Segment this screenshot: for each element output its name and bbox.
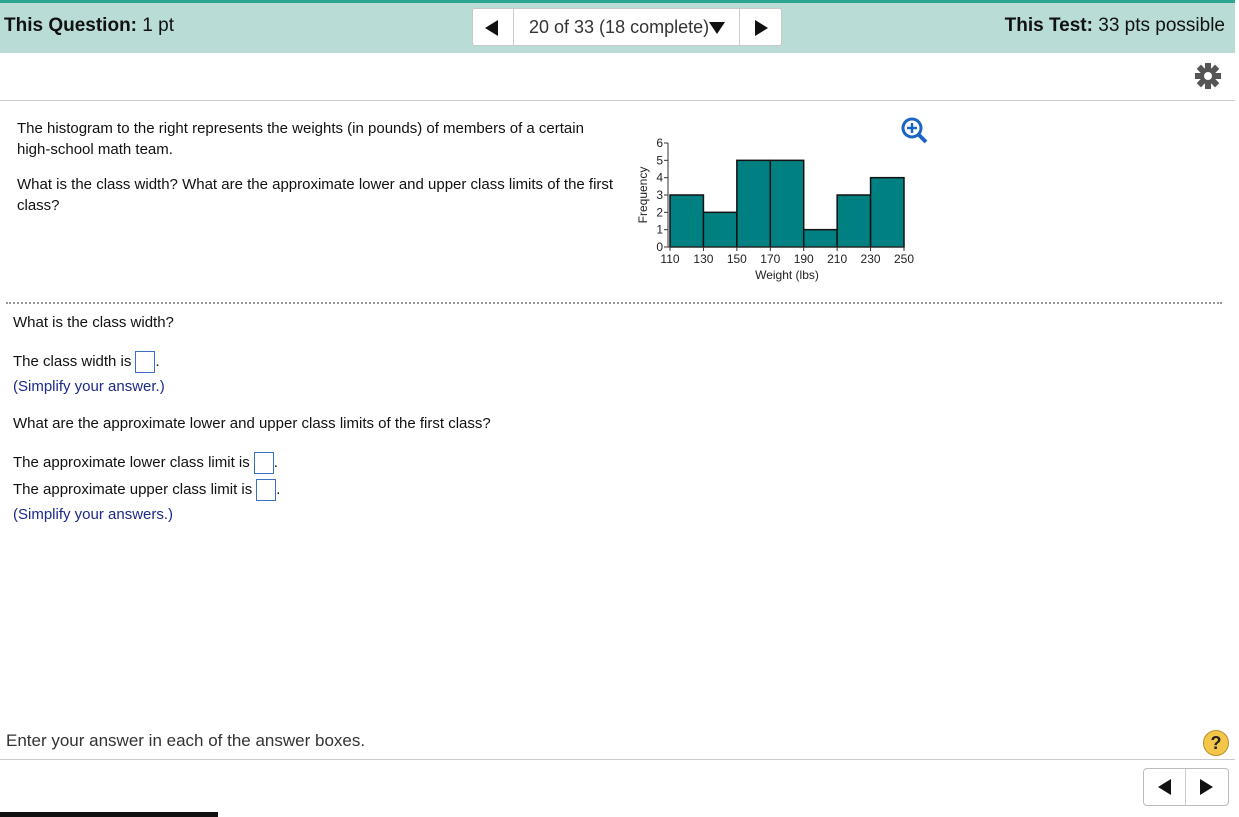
- footer-nav: [1143, 768, 1229, 806]
- answer-line: The approximate upper class limit is.: [13, 479, 281, 502]
- part-question: What is the class width?: [13, 314, 174, 331]
- dotted-divider: [6, 302, 1222, 304]
- settings-gear[interactable]: [1194, 62, 1222, 90]
- answer-box[interactable]: [135, 351, 156, 374]
- y-tick-label: 4: [656, 171, 663, 185]
- zoom-icon[interactable]: [900, 116, 930, 146]
- answer-box[interactable]: [256, 479, 277, 502]
- hint: (Simplify your answer.): [13, 378, 165, 395]
- x-tick-label: 110: [660, 252, 679, 266]
- prompt: What is the class width? What are the ap…: [17, 176, 614, 214]
- points: 33 pts possible: [1098, 15, 1225, 36]
- x-tick-label: 210: [827, 252, 847, 266]
- help-button[interactable]: ?: [1202, 729, 1230, 757]
- test-points: This Test: 33 pts possible: [1005, 15, 1225, 37]
- x-tick-label: 250: [894, 252, 914, 266]
- answer-box[interactable]: [253, 452, 274, 475]
- x-tick-label: 150: [727, 252, 747, 266]
- next-question[interactable]: [755, 20, 769, 36]
- intro: The histogram to the right represents th…: [17, 120, 584, 158]
- answer-label: The approximate lower class limit is: [13, 454, 250, 471]
- punct: .: [155, 353, 160, 370]
- y-axis-label: Frequency: [636, 167, 650, 224]
- question-points: This Question: 1 pt: [4, 15, 174, 37]
- x-tick-label: 170: [760, 252, 780, 266]
- answer-line: The approximate lower class limit is.: [13, 452, 278, 475]
- histogram: 0 1 2 3 4 5 6 110 130 150 170 190 210 230 250 Weight (l…: [636, 136, 914, 282]
- bar: [869, 176, 905, 248]
- x-tick-label: 190: [794, 252, 814, 266]
- y-tick-label: 6: [656, 136, 663, 150]
- punct: .: [273, 454, 278, 471]
- divider: [0, 759, 1235, 760]
- y-tick-label: 3: [656, 188, 663, 202]
- bar: [702, 211, 738, 248]
- taskbar-edge: [0, 812, 218, 817]
- x-tick-label: 130: [693, 252, 713, 266]
- prev-button[interactable]: [1158, 779, 1172, 795]
- bar: [769, 159, 805, 248]
- answer-label: The class width is: [13, 353, 132, 370]
- footer-instruction: Enter your answer in each of the answer …: [6, 731, 366, 750]
- answer-label: The approximate upper class limit is: [13, 481, 253, 498]
- y-tick-label: 2: [656, 205, 663, 219]
- prev-question[interactable]: [485, 20, 499, 36]
- bar: [669, 194, 705, 248]
- bar: [836, 194, 872, 248]
- y-tick-label: 0: [656, 240, 663, 254]
- x-axis-label: Weight (lbs): [755, 268, 819, 282]
- divider: [0, 100, 1235, 101]
- progress[interactable]: 20 of 33 (18 complete): [529, 17, 710, 37]
- svg-text:?: ?: [1211, 733, 1222, 753]
- punct: .: [276, 481, 281, 498]
- label: This Test:: [1004, 15, 1093, 36]
- label: This Question:: [4, 15, 137, 36]
- part-question: What are the approximate lower and upper…: [13, 415, 491, 432]
- y-tick-label: 5: [656, 153, 663, 167]
- bar: [802, 228, 838, 248]
- hint: (Simplify your answers.): [13, 506, 174, 523]
- bar: [736, 159, 772, 248]
- answer-line: The class width is.: [13, 351, 160, 374]
- question-nav: 20 of 33 (18 complete): [472, 8, 782, 46]
- points: 1 pt: [142, 15, 174, 36]
- y-tick-label: 1: [656, 223, 663, 237]
- dropdown-arrow[interactable]: [709, 22, 725, 34]
- next-button[interactable]: [1200, 779, 1214, 795]
- x-tick-label: 230: [861, 252, 881, 266]
